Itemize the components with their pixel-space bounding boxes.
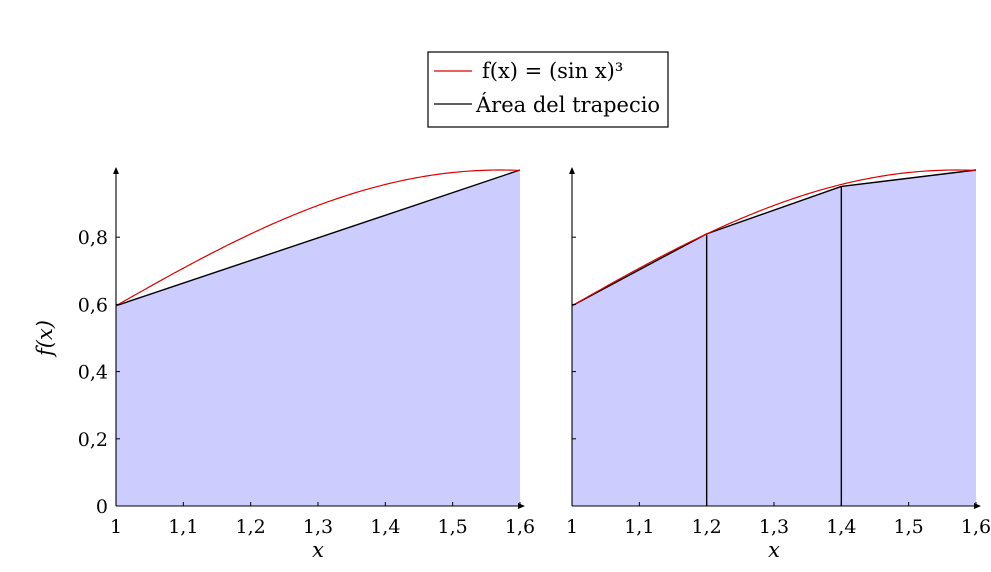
x-tick-label: 1 — [566, 516, 578, 538]
x-tick-label: 1,2 — [236, 516, 266, 538]
y-tick-label: 0,2 — [78, 429, 108, 451]
x-tick-label: 1,5 — [438, 516, 468, 538]
y-axis-arrow — [113, 167, 119, 174]
x-tick-label: 1,1 — [624, 516, 654, 538]
y-axis-label: f(x) — [33, 320, 57, 358]
x-tick-label: 1,4 — [826, 516, 856, 538]
y-tick-label: 0,8 — [78, 227, 108, 249]
x-tick-label: 1,2 — [692, 516, 722, 538]
trapezoid-area-fill — [572, 170, 976, 506]
trapezoid-top-line — [115, 169, 521, 307]
x-tick-label: 1,5 — [894, 516, 924, 538]
x-axis-arrow — [974, 503, 981, 509]
y-tick-label: 0,4 — [78, 362, 108, 384]
plot-right: 1 1,1 1,2 1,3 1,4 1,5 1,6 x — [566, 167, 991, 562]
x-tick-label: 1,6 — [505, 516, 535, 538]
x-axis-label: x — [768, 538, 780, 562]
x-tick-label: 1,3 — [759, 516, 789, 538]
x-tick-label: 1,6 — [961, 516, 991, 538]
trapezoid-top-line — [571, 169, 977, 307]
legend-label-function: f(x) = (sin x)³ — [482, 59, 623, 83]
legend-box — [427, 51, 669, 128]
y-tick-label: 0,6 — [78, 294, 108, 316]
y-tick-label: 0 — [96, 496, 108, 518]
x-tick-label: 1,4 — [370, 516, 400, 538]
trapezoid-area-fill — [116, 170, 520, 506]
function-curve — [115, 169, 521, 307]
x-tick-label: 1,3 — [303, 516, 333, 538]
x-tick-label: 1,1 — [168, 516, 198, 538]
x-axis-label: x — [312, 538, 324, 562]
legend-label-trapezoid: Área del trapecio — [475, 93, 660, 117]
x-axis-arrow — [518, 503, 525, 509]
y-axis-arrow — [569, 167, 575, 174]
plot-left: 1 1,1 1,2 1,3 1,4 1,5 1,6 0 0,2 0,4 0,6 0,8 x f(x) — [33, 167, 535, 562]
legend: f(x) = (sin x)³ Área del trapecio — [427, 51, 669, 128]
function-curve — [571, 169, 977, 307]
x-tick-label: 1 — [110, 516, 122, 538]
